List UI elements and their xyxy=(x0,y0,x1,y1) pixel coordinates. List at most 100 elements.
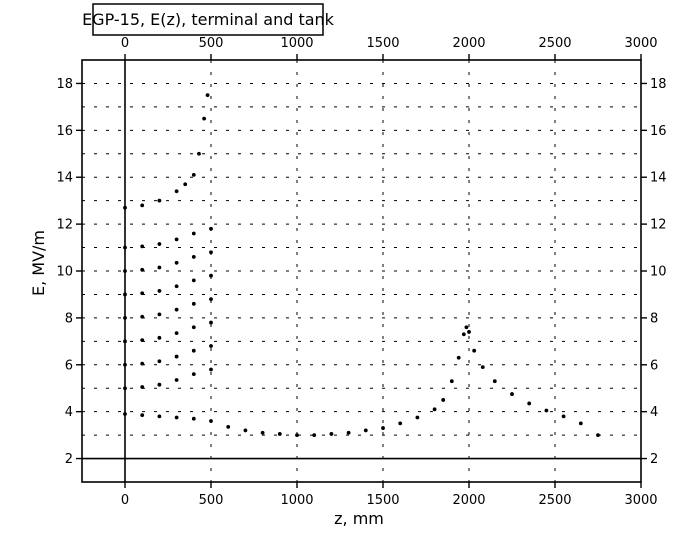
data-point xyxy=(140,413,145,418)
data-point xyxy=(209,344,213,348)
data-point xyxy=(561,414,566,419)
data-point xyxy=(329,432,334,436)
data-point xyxy=(157,414,162,419)
title-box: EGP-15, E(z), terminal and tank xyxy=(82,3,335,36)
data-point xyxy=(174,354,179,359)
y-axis-title: E, MV/m xyxy=(29,230,48,296)
data-point xyxy=(191,372,196,377)
data-point xyxy=(157,265,162,270)
y-tick-label-right: 8 xyxy=(650,311,658,326)
y-tick-label: 12 xyxy=(56,218,73,233)
y-tick-label-right: 4 xyxy=(650,405,658,420)
data-point xyxy=(363,428,368,433)
data-point xyxy=(123,292,127,297)
data-point xyxy=(209,419,213,423)
data-point xyxy=(123,269,127,273)
data-point xyxy=(492,379,497,384)
data-point xyxy=(312,433,317,438)
data-point xyxy=(140,291,145,296)
y-tick-label: 18 xyxy=(56,77,73,92)
x-ticks: 0 0 500 500 1000 1000 1500 1500 2000 2000 2500 2500… xyxy=(121,36,658,508)
plot-border xyxy=(81,59,642,483)
data-point xyxy=(464,325,469,330)
x-tick-label-top: 1500 xyxy=(366,36,399,51)
data-point xyxy=(174,378,179,382)
y-tick-label: 16 xyxy=(56,124,73,139)
x-axis-title: z, mm xyxy=(334,509,384,528)
data-point xyxy=(202,116,207,121)
data-point xyxy=(243,428,248,433)
y-tick-label-right: 6 xyxy=(650,358,658,373)
data-point xyxy=(480,365,485,370)
data-point xyxy=(260,430,265,435)
y-tick-label-right: 18 xyxy=(650,77,667,92)
data-point xyxy=(415,415,420,420)
data-point xyxy=(197,151,201,156)
data-point xyxy=(456,355,461,360)
data-point xyxy=(140,203,145,208)
y-tick-label-right: 2 xyxy=(650,452,658,467)
title-frame xyxy=(92,3,324,36)
data-point xyxy=(381,426,385,430)
data-point xyxy=(209,226,213,231)
data-point xyxy=(174,284,179,289)
data-point xyxy=(183,182,188,187)
data-point xyxy=(191,231,196,236)
data-point xyxy=(205,93,210,98)
y-tick-label: 10 xyxy=(56,265,73,280)
x-tick-label-top: 1000 xyxy=(280,36,313,51)
y-tick-label: 14 xyxy=(56,171,73,186)
y-tick-label-right: 12 xyxy=(650,218,667,233)
data-point xyxy=(472,348,477,353)
data-point xyxy=(191,416,196,421)
chart-title: EGP-15, E(z), terminal and tank xyxy=(82,10,335,29)
y-tick-label: 6 xyxy=(65,358,73,373)
data-point xyxy=(174,415,179,420)
data-point xyxy=(157,359,162,364)
data-point xyxy=(140,314,145,319)
x-tick-label: 2000 xyxy=(452,493,485,508)
y-ticks: 2 2 4 4 6 6 8 8 10 10 12 12 14 14 16 16 18 18 xyxy=(56,77,666,467)
data-point xyxy=(191,325,196,330)
data-point xyxy=(123,315,127,320)
x-tick-label: 1000 xyxy=(280,493,313,508)
data-point xyxy=(209,273,213,278)
data-point xyxy=(191,301,196,306)
x-tick-label-top: 2500 xyxy=(538,36,571,51)
x-tick-label-top: 2000 xyxy=(452,36,485,51)
data-point xyxy=(209,250,213,255)
data-point xyxy=(157,242,162,246)
data-point xyxy=(449,379,454,384)
data-point xyxy=(527,401,532,406)
y-tick-label: 2 xyxy=(65,452,73,467)
data-point xyxy=(209,367,213,372)
data-point xyxy=(157,312,162,317)
y-tick-label-right: 10 xyxy=(650,265,667,280)
data-point xyxy=(123,339,127,344)
y-tick-label-right: 16 xyxy=(650,124,667,139)
data-point xyxy=(441,398,446,402)
data-point xyxy=(467,330,471,334)
data-point xyxy=(226,425,231,429)
plot-frame xyxy=(81,59,642,483)
data-point xyxy=(398,421,403,426)
data-point xyxy=(174,189,179,194)
y-tick-label: 8 xyxy=(65,311,73,326)
data-point xyxy=(510,392,514,396)
data-point xyxy=(596,433,600,438)
data-point xyxy=(277,432,282,436)
data-point xyxy=(157,198,162,203)
data-point xyxy=(157,382,162,387)
y-tick-label: 4 xyxy=(65,405,73,420)
data-point xyxy=(346,430,351,435)
x-tick-label-top: 500 xyxy=(199,36,224,51)
data-point xyxy=(461,332,466,337)
x-tick-label: 500 xyxy=(199,493,224,508)
data-point xyxy=(191,278,196,283)
data-point xyxy=(123,412,127,416)
data-point xyxy=(209,297,213,302)
data-point xyxy=(209,320,213,325)
data-point xyxy=(295,433,299,438)
data-point xyxy=(123,362,127,367)
